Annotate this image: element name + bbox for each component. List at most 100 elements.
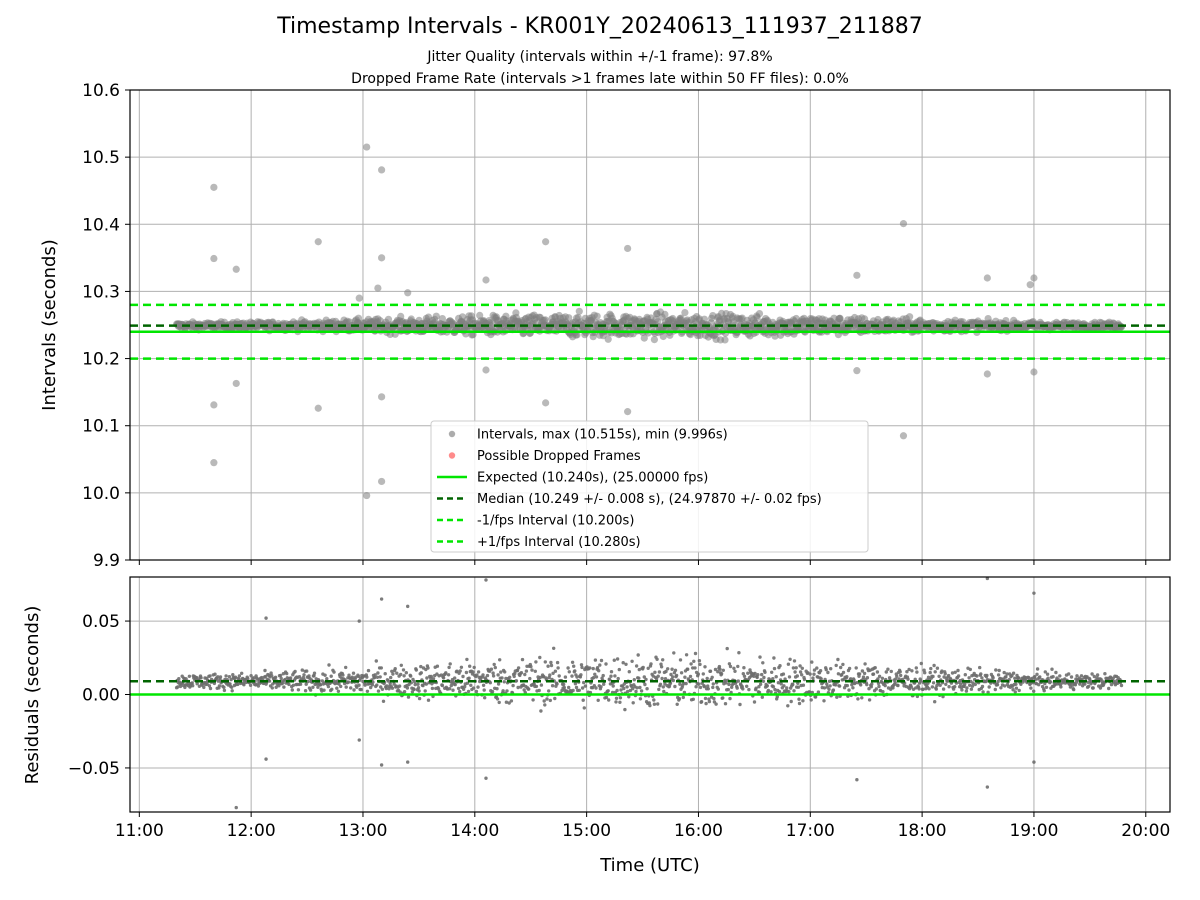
residuals-point: [928, 670, 932, 675]
residuals-point: [933, 670, 937, 674]
intervals-outlier-point: [542, 238, 550, 246]
residuals-point: [834, 683, 838, 687]
residuals-point: [675, 702, 679, 706]
legend-box: [430, 420, 869, 553]
residuals-point: [674, 673, 679, 678]
residuals-point: [208, 674, 212, 678]
residuals-point: [1067, 672, 1071, 676]
residuals-point: [455, 669, 459, 673]
residuals-point: [671, 675, 675, 679]
residuals-point: [571, 688, 575, 693]
residuals-point: [366, 668, 371, 673]
residuals-point: [670, 667, 674, 671]
residuals-point: [208, 686, 213, 691]
residuals-point: [398, 690, 402, 694]
residuals-point: [426, 666, 430, 670]
residuals-point: [429, 674, 433, 679]
residuals-point: [732, 666, 736, 670]
residuals-point: [884, 670, 888, 674]
residuals-point: [1109, 682, 1114, 687]
residuals-point: [482, 688, 486, 692]
residuals-point: [617, 667, 621, 672]
residuals-point: [810, 660, 814, 664]
residuals-point: [401, 668, 406, 672]
residuals-point: [528, 676, 532, 681]
residuals-point: [800, 666, 804, 670]
residuals-point: [711, 682, 715, 686]
intervals-y-tick-label: 10.5: [82, 148, 120, 168]
residuals-point: [752, 700, 757, 704]
residuals-point: [631, 701, 635, 705]
residuals-point: [435, 664, 440, 668]
residuals-point: [706, 687, 710, 691]
residuals-point: [458, 669, 462, 673]
residuals-point: [363, 683, 367, 687]
residuals-point: [752, 674, 756, 678]
intervals-outlier-point: [1026, 281, 1034, 289]
residuals-point: [305, 669, 309, 673]
legend-marker: [448, 452, 456, 459]
residuals-point: [757, 685, 761, 689]
residuals-point: [1042, 689, 1046, 693]
residuals-point: [448, 662, 452, 666]
residuals-outlier-point: [379, 763, 384, 767]
residuals-point: [346, 680, 351, 684]
residuals-point: [741, 672, 745, 676]
residuals-point: [847, 688, 851, 692]
residuals-point: [783, 677, 787, 681]
residuals-point: [308, 688, 313, 692]
residuals-point: [1046, 676, 1050, 680]
residuals-point: [542, 699, 546, 703]
residuals-point: [664, 669, 668, 674]
residuals-point: [1095, 673, 1100, 677]
residuals-point: [1103, 672, 1107, 676]
residuals-point: [616, 676, 620, 681]
intervals-point: [906, 313, 914, 321]
intervals-point: [476, 311, 484, 319]
residuals-point: [800, 673, 804, 677]
residuals-point: [816, 690, 821, 694]
residuals-point: [985, 673, 989, 678]
residuals-point: [278, 673, 283, 678]
intervals-outlier-point: [624, 408, 632, 416]
residuals-point: [1083, 682, 1087, 686]
residuals-point: [756, 673, 760, 677]
residuals-point: [845, 683, 849, 688]
residuals-point: [593, 658, 598, 662]
residuals-point: [412, 679, 417, 684]
residuals-point: [791, 682, 795, 687]
residuals-point: [895, 674, 899, 678]
residuals-point: [769, 690, 773, 694]
residuals-point: [953, 670, 957, 674]
residuals-point: [899, 673, 903, 678]
residuals-point: [787, 675, 792, 679]
residuals-point: [178, 684, 183, 689]
residuals-point: [199, 676, 203, 680]
residuals-point: [594, 686, 598, 690]
residuals-point: [281, 681, 285, 685]
residuals-point: [237, 674, 242, 678]
residuals-point: [548, 698, 552, 703]
residuals-point: [459, 665, 464, 669]
residuals-point: [1002, 670, 1006, 675]
residuals-point: [819, 677, 823, 681]
residuals-point: [372, 675, 377, 680]
residuals-point: [762, 675, 766, 680]
residuals-point: [708, 669, 713, 673]
residuals-data-layer: [130, 577, 1170, 810]
residuals-y-tick-label: 0.05: [82, 612, 120, 632]
residuals-point: [390, 686, 395, 690]
intervals-outlier-point: [210, 459, 218, 467]
residuals-point: [694, 685, 698, 689]
residuals-point: [330, 687, 334, 691]
residuals-outlier-point: [406, 604, 410, 609]
residuals-point: [696, 672, 700, 676]
residuals-point: [761, 661, 765, 665]
residuals-point: [468, 664, 472, 668]
residuals-point: [867, 698, 872, 702]
residuals-point: [337, 682, 341, 686]
residuals-point: [894, 677, 898, 681]
residuals-point: [760, 695, 764, 699]
residuals-point: [753, 671, 757, 676]
residuals-point: [1013, 676, 1017, 680]
